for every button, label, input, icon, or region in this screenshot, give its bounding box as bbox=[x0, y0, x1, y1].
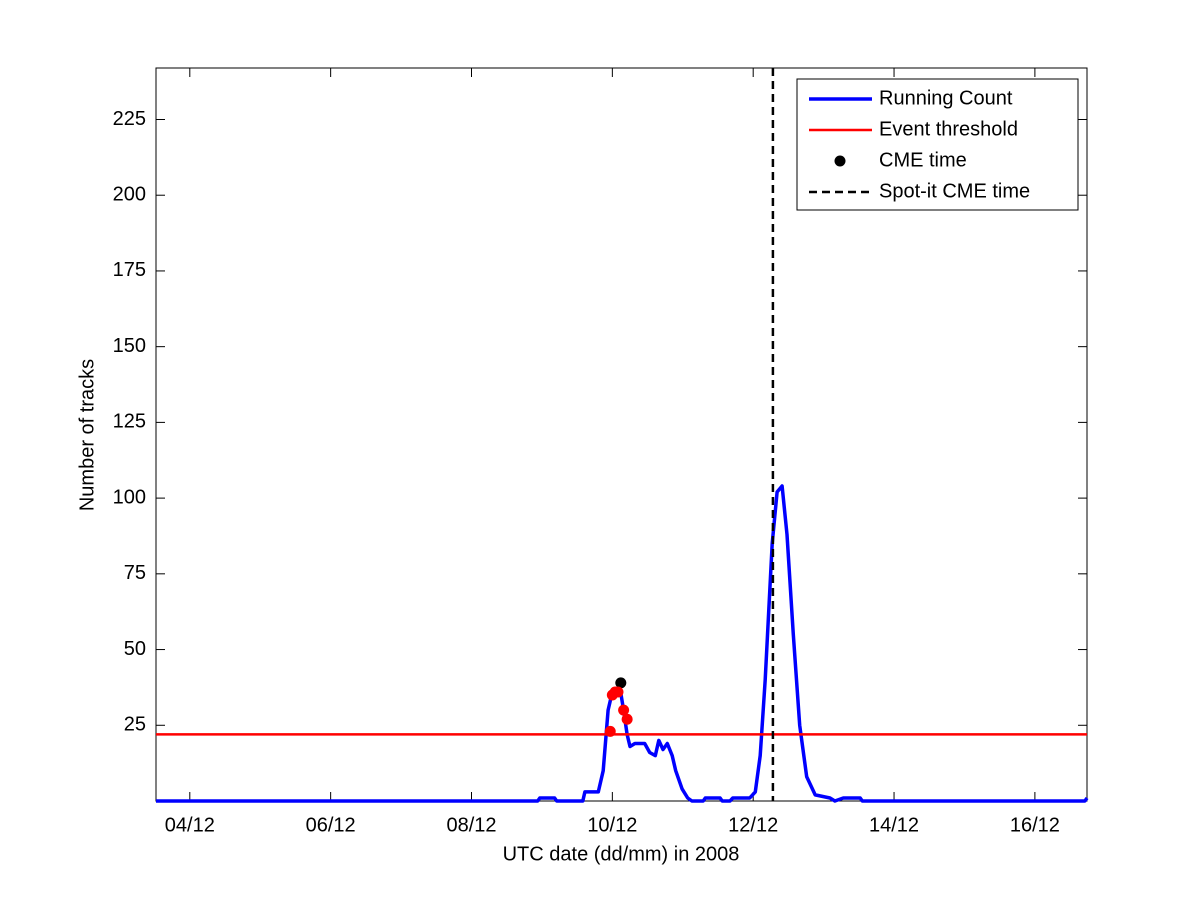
y-tick-label: 100 bbox=[113, 486, 146, 508]
marker bbox=[621, 713, 633, 725]
y-tick-label: 75 bbox=[124, 562, 146, 584]
y-tick-label: 150 bbox=[113, 335, 146, 357]
y-tick-label: 175 bbox=[113, 259, 146, 281]
marker bbox=[618, 704, 630, 716]
y-tick-label: 50 bbox=[124, 638, 146, 660]
legend-label: Spot-it CME time bbox=[879, 180, 1030, 202]
data-line bbox=[156, 484, 1089, 803]
legend-box bbox=[796, 78, 1079, 211]
y-tick-label: 125 bbox=[113, 411, 146, 433]
marker bbox=[615, 677, 627, 689]
y-axis-label: Number of tracks bbox=[76, 359, 98, 511]
legend-label: Event threshold bbox=[879, 118, 1018, 140]
y-tick-label: 225 bbox=[113, 108, 146, 130]
x-axis-label: UTC date (dd/mm) in 2008 bbox=[503, 843, 740, 865]
x-tick-label: 14/12 bbox=[869, 814, 919, 836]
marker bbox=[604, 725, 616, 737]
x-tick-label: 16/12 bbox=[1010, 814, 1060, 836]
x-tick-label: 06/12 bbox=[306, 814, 356, 836]
y-tick-label: 25 bbox=[124, 714, 146, 736]
x-tick-label: 04/12 bbox=[165, 814, 215, 836]
y-tick-label: 200 bbox=[113, 183, 146, 205]
legend-label: CME time bbox=[879, 149, 967, 171]
marker bbox=[612, 686, 624, 698]
x-tick-label: 10/12 bbox=[587, 814, 637, 836]
x-tick-label: 12/12 bbox=[728, 814, 778, 836]
legend-marker bbox=[834, 155, 846, 167]
x-tick-label: 08/12 bbox=[446, 814, 496, 836]
legend-label: Running Count bbox=[879, 87, 1013, 109]
